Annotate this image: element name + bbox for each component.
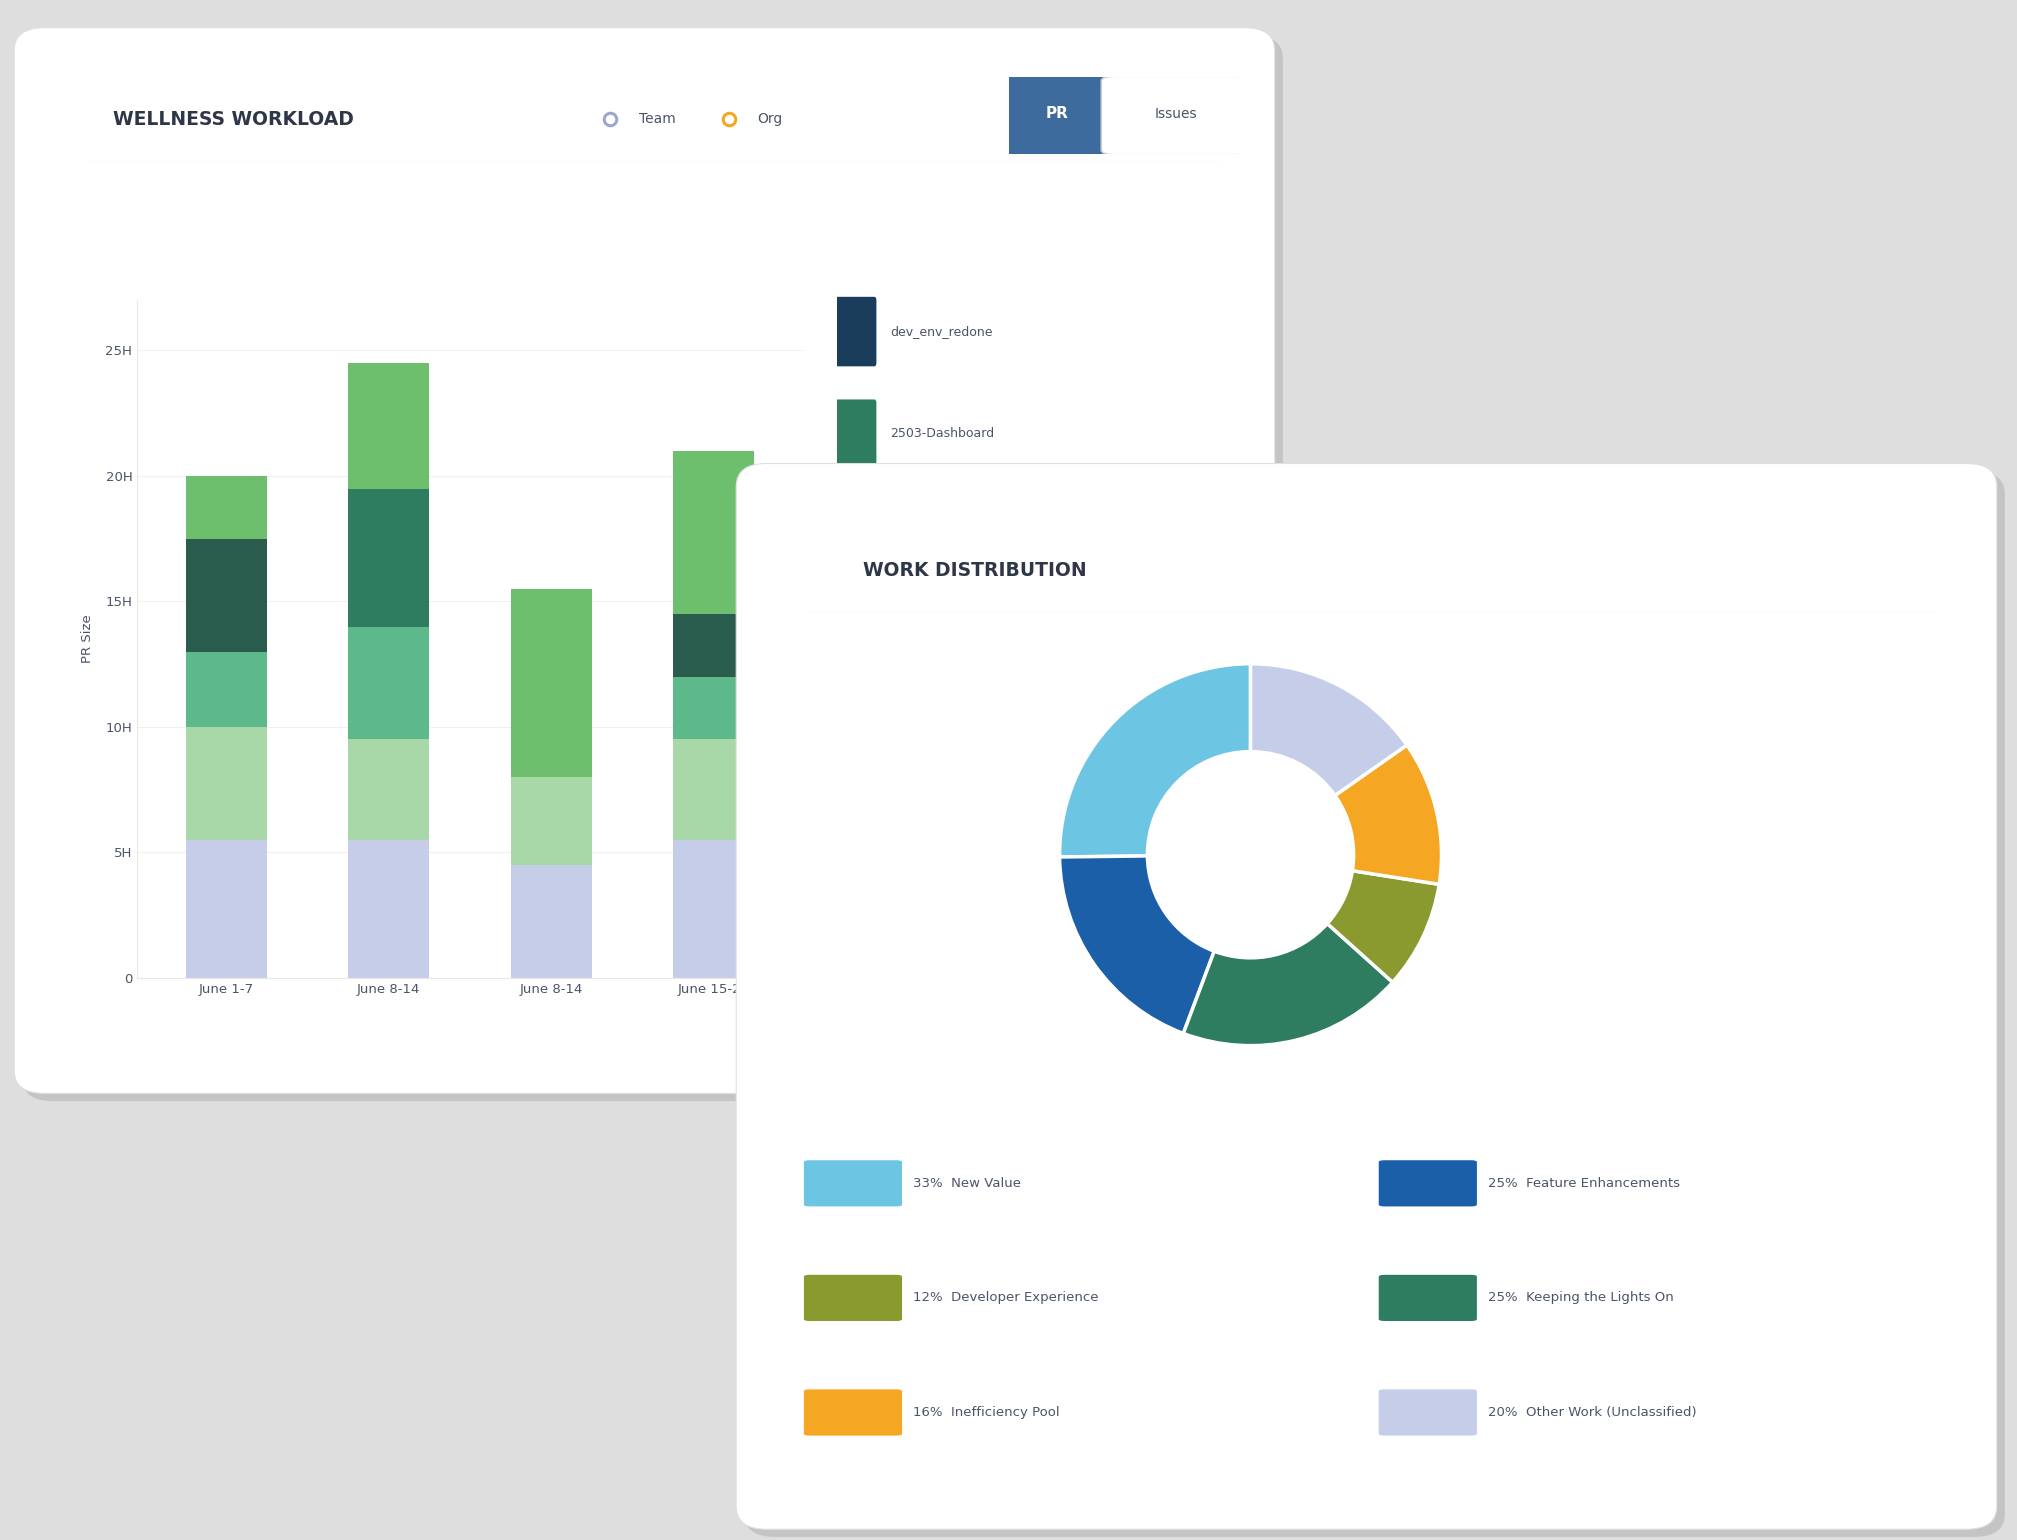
FancyBboxPatch shape <box>994 75 1119 156</box>
FancyBboxPatch shape <box>835 605 875 675</box>
Text: Issues: Issues <box>1154 106 1196 122</box>
Bar <box>674 451 754 614</box>
Text: 25%  Feature Enhancements: 25% Feature Enhancements <box>1489 1177 1680 1190</box>
Wedge shape <box>1327 870 1440 983</box>
Bar <box>674 676 754 739</box>
Wedge shape <box>1335 745 1442 884</box>
FancyBboxPatch shape <box>805 1160 902 1206</box>
Text: 2303-klow: 2303-klow <box>889 633 954 645</box>
Text: Org: Org <box>756 112 783 126</box>
Bar <box>186 727 266 839</box>
Bar <box>186 476 266 539</box>
Bar <box>674 739 754 839</box>
Text: 25%  Keeping the Lights On: 25% Keeping the Lights On <box>1489 1292 1674 1304</box>
Bar <box>186 839 266 978</box>
Bar <box>186 651 266 727</box>
Bar <box>510 588 591 778</box>
Text: 12%  Developer Experience: 12% Developer Experience <box>914 1292 1099 1304</box>
Text: WELLNESS WORKLOAD: WELLNESS WORKLOAD <box>113 109 355 129</box>
FancyBboxPatch shape <box>835 502 875 571</box>
FancyBboxPatch shape <box>805 1275 902 1321</box>
FancyBboxPatch shape <box>1101 75 1251 156</box>
FancyBboxPatch shape <box>835 297 875 367</box>
FancyBboxPatch shape <box>835 707 875 776</box>
FancyBboxPatch shape <box>835 810 875 879</box>
FancyBboxPatch shape <box>1380 1275 1476 1321</box>
Text: Team: Team <box>639 112 676 126</box>
FancyBboxPatch shape <box>1380 1389 1476 1435</box>
Wedge shape <box>1059 856 1214 1033</box>
Text: 16%  Inefficiency Pool: 16% Inefficiency Pool <box>914 1406 1059 1418</box>
Bar <box>510 778 591 865</box>
Text: reworking metric
page: reworking metric page <box>889 728 996 756</box>
Text: Other branches: Other branches <box>889 838 988 852</box>
Text: 2503-Dashboard: 2503-Dashboard <box>889 428 994 440</box>
Y-axis label: PR Size: PR Size <box>81 614 95 664</box>
Text: dev_env_redone: dev_env_redone <box>889 325 992 337</box>
Bar <box>186 539 266 651</box>
Wedge shape <box>1059 664 1251 856</box>
FancyBboxPatch shape <box>805 1389 902 1435</box>
Text: WORK DISTRIBUTION: WORK DISTRIBUTION <box>863 561 1087 581</box>
Bar <box>349 627 430 739</box>
Bar <box>674 839 754 978</box>
Text: 33%  New Value: 33% New Value <box>914 1177 1021 1190</box>
FancyBboxPatch shape <box>1380 1160 1476 1206</box>
FancyBboxPatch shape <box>835 399 875 470</box>
Wedge shape <box>1251 664 1408 796</box>
Text: 20%  Other Work (Unclassified): 20% Other Work (Unclassified) <box>1489 1406 1696 1418</box>
Bar <box>674 614 754 676</box>
Bar <box>510 865 591 978</box>
Bar <box>349 739 430 839</box>
Wedge shape <box>1184 924 1392 1046</box>
Text: PR: PR <box>1045 106 1069 122</box>
Text: refactor: fetch data: refactor: fetch data <box>889 530 1013 544</box>
Bar <box>349 363 430 488</box>
Bar <box>349 839 430 978</box>
Bar <box>349 488 430 627</box>
